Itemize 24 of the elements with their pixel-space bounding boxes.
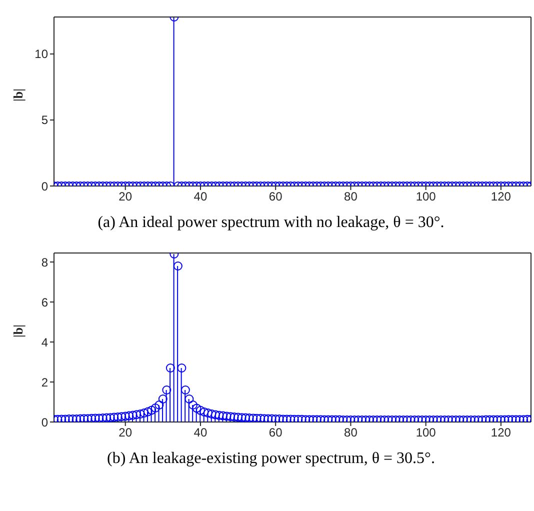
x-tick-label: 80: [344, 190, 358, 204]
y-tick-label: 10: [34, 47, 48, 62]
y-tick-label: 8: [41, 255, 48, 270]
x-tick-label: 120: [490, 190, 512, 204]
y-tick-label: 6: [41, 295, 48, 310]
x-tick-label: 60: [268, 426, 283, 440]
x-tick-label: 20: [118, 426, 132, 440]
x-tick-label: 120: [490, 426, 512, 440]
y-tick-label: 2: [41, 375, 48, 390]
x-tick-label: 100: [416, 190, 436, 204]
y-tick-label: 0: [41, 415, 48, 430]
y-tick-label: 5: [41, 113, 48, 128]
x-tick-label: 40: [194, 190, 208, 204]
x-tick-label: 20: [118, 190, 132, 204]
x-tick-label: 100: [416, 426, 436, 440]
y-axis-title: |b|: [10, 88, 26, 102]
text: (b) An leakage-existing power spectrum, θ = 30.5°.: [106, 450, 436, 468]
y-tick-label: 0: [41, 179, 48, 194]
x-tick-label: 60: [268, 190, 283, 204]
y-tick-label: 4: [41, 335, 48, 350]
x-tick-label: 40: [194, 426, 208, 440]
text: (a) An ideal power spectrum with no leakage, θ = 30°.: [96, 214, 446, 232]
y-axis-title: |b|: [10, 324, 26, 338]
x-tick-label: 80: [344, 426, 358, 440]
